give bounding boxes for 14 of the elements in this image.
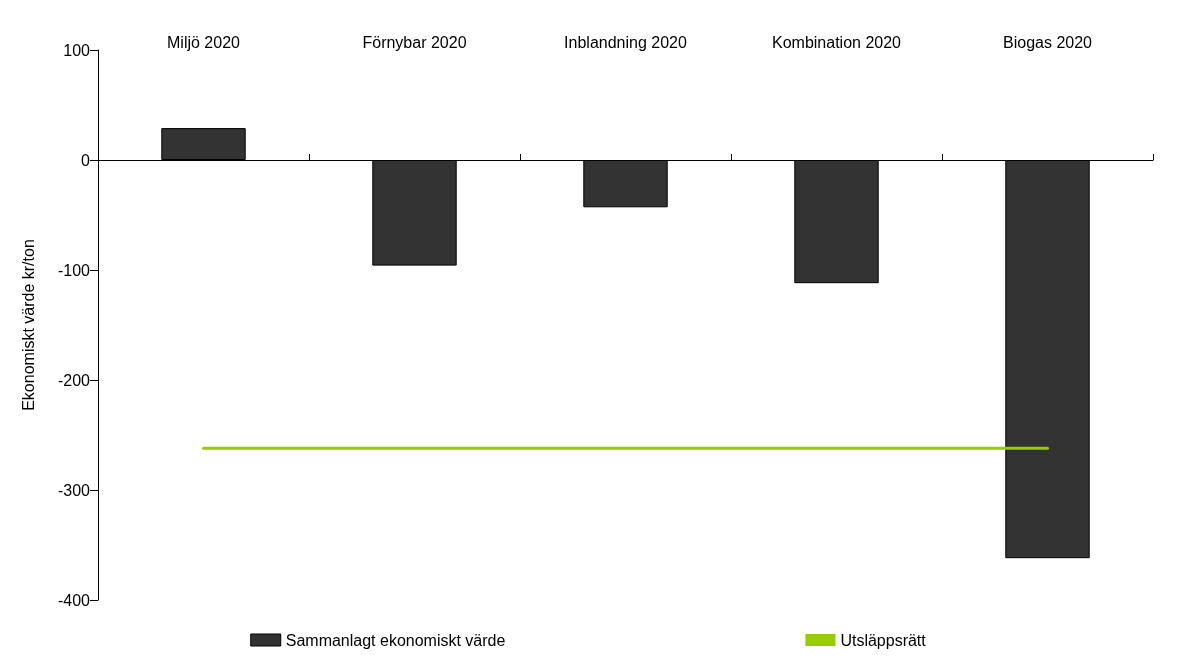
x-tick-label: Miljö 2020	[167, 33, 241, 51]
y-tick-label: -200	[57, 371, 91, 389]
y-axis-title: Ekonomiskt värde kr/ton	[19, 239, 37, 411]
y-tick-label: 100	[63, 41, 91, 59]
y-tick-label: -400	[57, 591, 91, 609]
y-tick-label: -100	[57, 261, 91, 279]
x-tick-label: Förnybar 2020	[362, 33, 467, 51]
x-tick-label: Kombination 2020	[772, 33, 902, 51]
x-tick-label: Biogas 2020	[1003, 33, 1093, 51]
legend-label: Utsläppsrätt	[840, 631, 927, 649]
y-tick-label: -300	[57, 481, 91, 499]
legend-label: Sammanlagt ekonomiskt värde	[285, 631, 506, 649]
y-tick-label: 0	[81, 151, 91, 169]
x-tick-label: Inblandning 2020	[564, 33, 687, 51]
